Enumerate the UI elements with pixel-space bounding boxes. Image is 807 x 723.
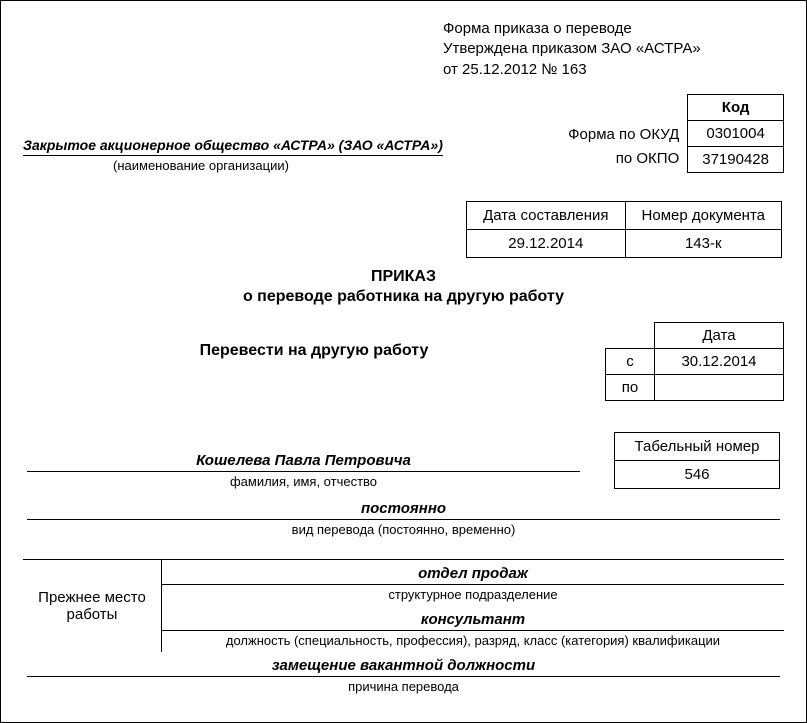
title-main: ПРИКАЗ <box>23 268 784 286</box>
tabel-head: Табельный номер <box>615 432 780 460</box>
transfer-type-field: постоянно вид перевода (постоянно, време… <box>23 495 784 541</box>
fio-caption: фамилия, имя, отчество <box>23 474 584 489</box>
date-value: 29.12.2014 <box>467 229 625 257</box>
reason-value: замещение вакантной должности <box>27 652 780 677</box>
org-block: Закрытое акционерное общество «АСТРА» (З… <box>23 137 568 173</box>
unit-value: отдел продаж <box>162 560 784 584</box>
transfer-type-value: постоянно <box>27 495 780 520</box>
header-line2: Утверждена приказом ЗАО «АСТРА» <box>443 39 784 59</box>
title-sub: о переводе работника на другую работу <box>23 288 784 306</box>
org-codes-row: Закрытое акционерное общество «АСТРА» (З… <box>23 94 784 173</box>
to-value <box>655 374 784 400</box>
org-caption: (наименование организации) <box>113 158 568 173</box>
doc-meta: Дата составления Номер документа 29.12.2… <box>23 201 782 258</box>
from-label: с <box>606 348 655 374</box>
header-line3: от 25.12.2012 № 163 <box>443 60 784 80</box>
prev-work-label: Прежнее место работы <box>23 560 162 652</box>
fio-value: Кошелева Павла Петровича <box>27 452 580 472</box>
prev-work: Прежнее место работы отдел продаж структ… <box>23 559 784 652</box>
label-okpo: по ОКПО <box>568 147 679 171</box>
reason-caption: причина перевода <box>23 677 784 698</box>
date-head-cell: Дата <box>655 322 784 348</box>
label-okud: Форма по ОКУД <box>568 123 679 147</box>
pos-line: консультант <box>162 606 784 631</box>
num-value: 143-к <box>625 229 781 257</box>
okpo-value: 37190428 <box>688 146 784 172</box>
pos-value: консультант <box>162 606 784 630</box>
tabel-row: Кошелева Павла Петровича фамилия, имя, о… <box>23 415 784 489</box>
title-block: ПРИКАЗ о переводе работника на другую ра… <box>23 268 784 306</box>
reason-field: замещение вакантной должности причина пе… <box>23 652 784 698</box>
codes-labels: Форма по ОКУД по ОКПО <box>568 123 687 173</box>
date-head: Дата составления <box>467 201 625 229</box>
unit-line: отдел продаж <box>162 560 784 585</box>
header-line1: Форма приказа о переводе <box>443 19 784 39</box>
prev-work-right: отдел продаж структурное подразделение к… <box>162 560 784 652</box>
okud-value: 0301004 <box>688 120 784 146</box>
unit-caption: структурное подразделение <box>162 585 784 606</box>
transfer-row: Перевести на другую работу Дата с 30.12.… <box>23 322 784 401</box>
document-page: Форма приказа о переводе Утверждена прик… <box>0 0 807 723</box>
codes-head: Код <box>688 94 784 120</box>
transfer-type-caption: вид перевода (постоянно, временно) <box>23 520 784 541</box>
approval-header: Форма приказа о переводе Утверждена прик… <box>443 19 784 80</box>
codes-table: Код 0301004 37190428 <box>687 94 784 173</box>
from-value: 30.12.2014 <box>655 348 784 374</box>
transfer-label: Перевести на другую работу <box>23 322 605 360</box>
to-label: по <box>606 374 655 400</box>
tabel-table: Табельный номер 546 <box>614 432 780 489</box>
tabel-value: 546 <box>615 460 780 488</box>
transfer-date-table: Дата с 30.12.2014 по <box>605 322 784 401</box>
pos-caption: должность (специальность, профессия), ра… <box>162 631 784 652</box>
num-head: Номер документа <box>625 201 781 229</box>
org-name: Закрытое акционерное общество «АСТРА» (З… <box>23 137 443 156</box>
